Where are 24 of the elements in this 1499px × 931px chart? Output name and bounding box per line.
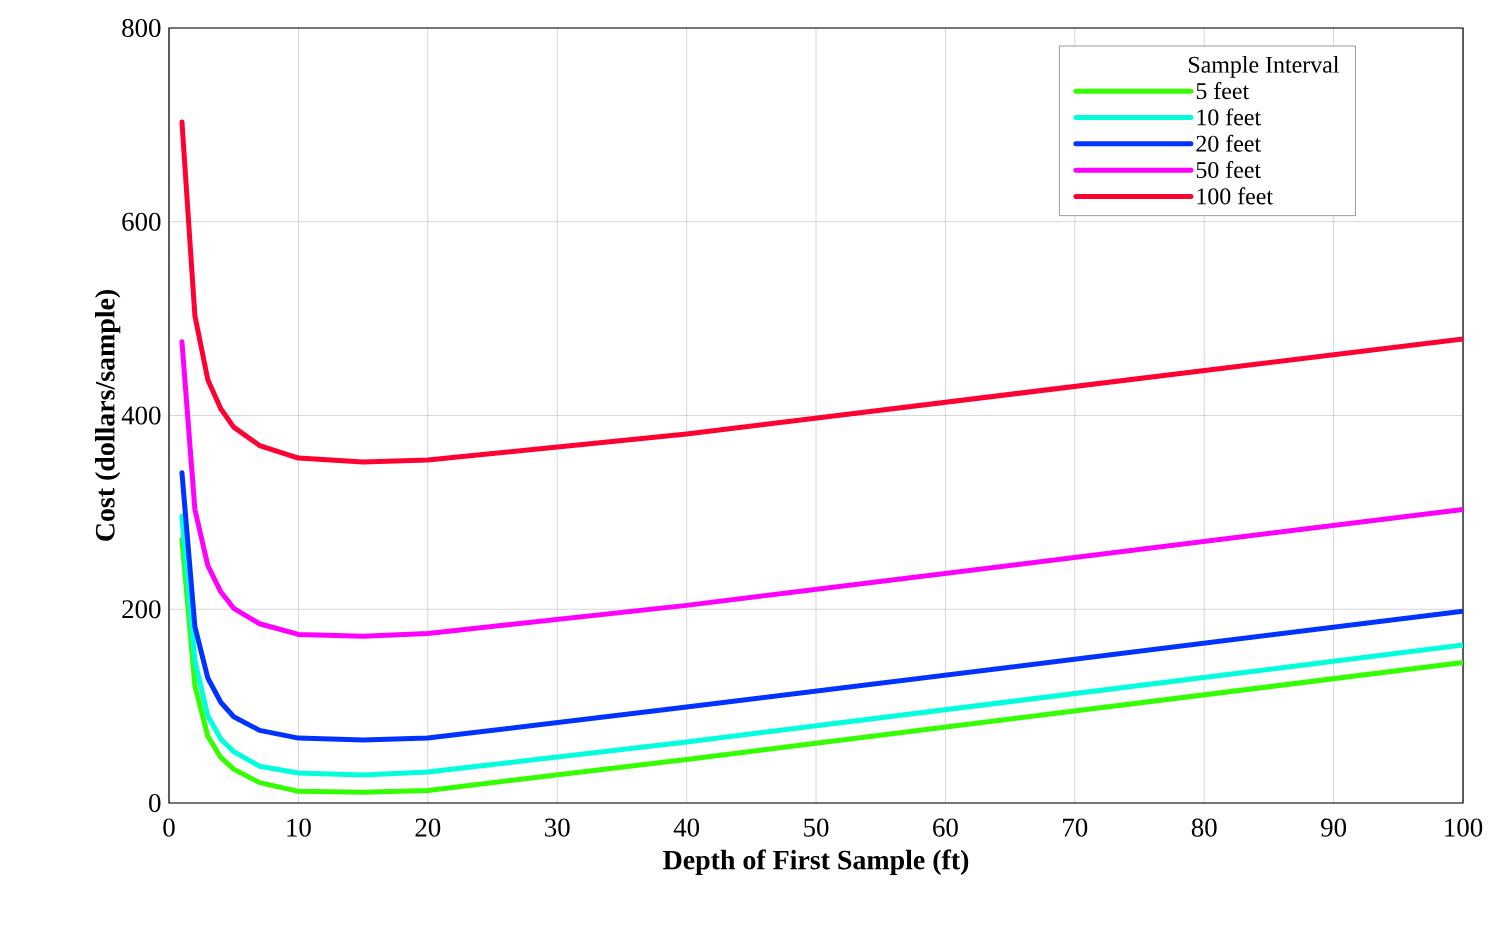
legend-label: 10 feet — [1197, 108, 1261, 126]
legend-label: 100 feet — [1197, 187, 1273, 205]
y-axis-title: Cost (dollars/sample) — [95, 290, 121, 541]
x-tick-label: 60 — [933, 818, 958, 837]
y-tick-label: 600 — [122, 212, 161, 231]
x-axis-title: Depth of First Sample (ft) — [663, 849, 969, 876]
x-tick-label: 50 — [804, 818, 829, 837]
x-tick-label: 100 — [1445, 818, 1483, 837]
y-tick-label: 0 — [149, 793, 161, 813]
y-tick-label: 200 — [122, 600, 161, 619]
x-tick-label: 80 — [1191, 818, 1217, 837]
legend-label: 50 feet — [1196, 161, 1261, 179]
x-tick-label: 20 — [415, 818, 441, 837]
x-tick-label: 30 — [545, 818, 570, 837]
legend-label: 5 feet — [1196, 82, 1249, 100]
x-tick-label: 0 — [163, 818, 175, 837]
x-tick-label: 10 — [287, 818, 311, 837]
x-tick-label: 90 — [1321, 818, 1347, 837]
x-tick-label: 40 — [673, 818, 700, 837]
y-tick-label: 400 — [121, 406, 161, 425]
legend-title: Sample Interval — [1188, 55, 1339, 78]
y-tick-label: 800 — [122, 18, 161, 38]
legend-label: 20 feet — [1196, 134, 1261, 152]
x-tick-label: 70 — [1063, 818, 1088, 837]
